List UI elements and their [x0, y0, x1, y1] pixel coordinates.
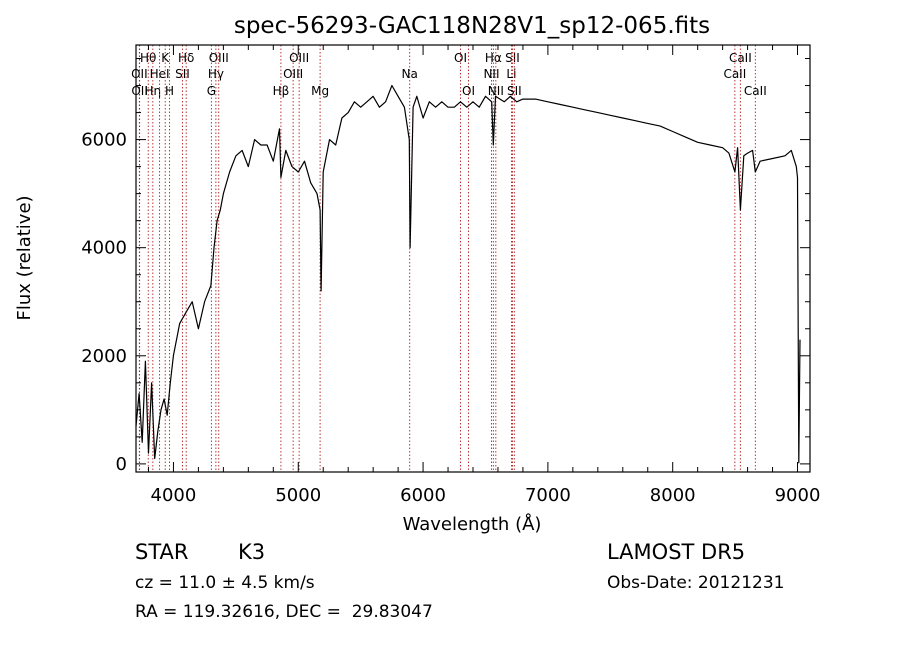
- line-marker-label: OIII: [283, 67, 303, 81]
- line-marker-label: Li: [506, 67, 516, 81]
- line-marker-label: Hγ: [208, 67, 224, 81]
- x-axis: 4000 5000 6000 7000 8000 9000: [147, 45, 821, 506]
- object-subclass: K3: [238, 540, 266, 564]
- line-marker-label: OIII: [289, 51, 309, 65]
- y-tick-label: 6000: [81, 130, 127, 151]
- line-marker-label: OIII: [209, 51, 229, 65]
- y-axis: 0 2000 4000 6000: [81, 58, 810, 475]
- observation-date: Obs-Date: 20121231: [607, 573, 785, 593]
- plot-frame: [135, 44, 811, 473]
- x-tick-label: 7000: [525, 485, 571, 506]
- line-marker-label: Hδ: [178, 51, 194, 65]
- y-axis-label: Flux (relative): [14, 195, 35, 320]
- y-tick-label: 2000: [81, 346, 127, 367]
- line-marker-label: OI: [454, 51, 467, 65]
- line-marker-label: Hα: [485, 51, 502, 65]
- line-marker-label: CaII: [723, 67, 746, 81]
- line-marker-label: OI: [462, 84, 475, 98]
- line-marker-label: G: [207, 84, 216, 98]
- line-marker-label: Mg: [311, 84, 329, 98]
- x-tick-label: 4000: [151, 485, 197, 506]
- survey-name: LAMOST DR5: [607, 540, 746, 564]
- line-marker-label: Na: [402, 67, 418, 81]
- line-marker-label: CaII: [729, 51, 752, 65]
- line-marker-label: H: [165, 84, 174, 98]
- x-tick-label: 6000: [400, 485, 446, 506]
- line-marker-label: NII: [483, 67, 499, 81]
- y-tick-label: 0: [116, 454, 127, 475]
- x-tick-label: 8000: [650, 485, 696, 506]
- line-marker-label: SII: [175, 67, 190, 81]
- sky-coordinates: RA = 119.32616, DEC = 29.83047: [135, 602, 433, 622]
- line-marker-label: SII: [507, 84, 522, 98]
- x-tick-label: 5000: [275, 485, 321, 506]
- object-class: STAR: [135, 540, 189, 564]
- y-tick-label: 4000: [81, 238, 127, 259]
- line-marker-label: K: [161, 51, 170, 65]
- chart-title: spec-56293-GAC118N28V1_sp12-065.fits: [234, 13, 710, 39]
- line-marker-label: CaII: [744, 84, 767, 98]
- line-marker-label: Hβ: [273, 84, 290, 98]
- line-marker-label: Hθ: [140, 51, 156, 65]
- line-marker-label: HeI: [150, 67, 170, 81]
- x-tick-label: 9000: [775, 485, 821, 506]
- x-axis-label: Wavelength (Å): [403, 513, 542, 535]
- line-marker-label: Hη: [145, 84, 162, 98]
- line-marker-label: NII: [488, 84, 504, 98]
- redshift-cz: cz = 11.0 ± 4.5 km/s: [135, 573, 315, 593]
- line-marker-label: SII: [505, 51, 520, 65]
- spectrum-line: [135, 84, 801, 464]
